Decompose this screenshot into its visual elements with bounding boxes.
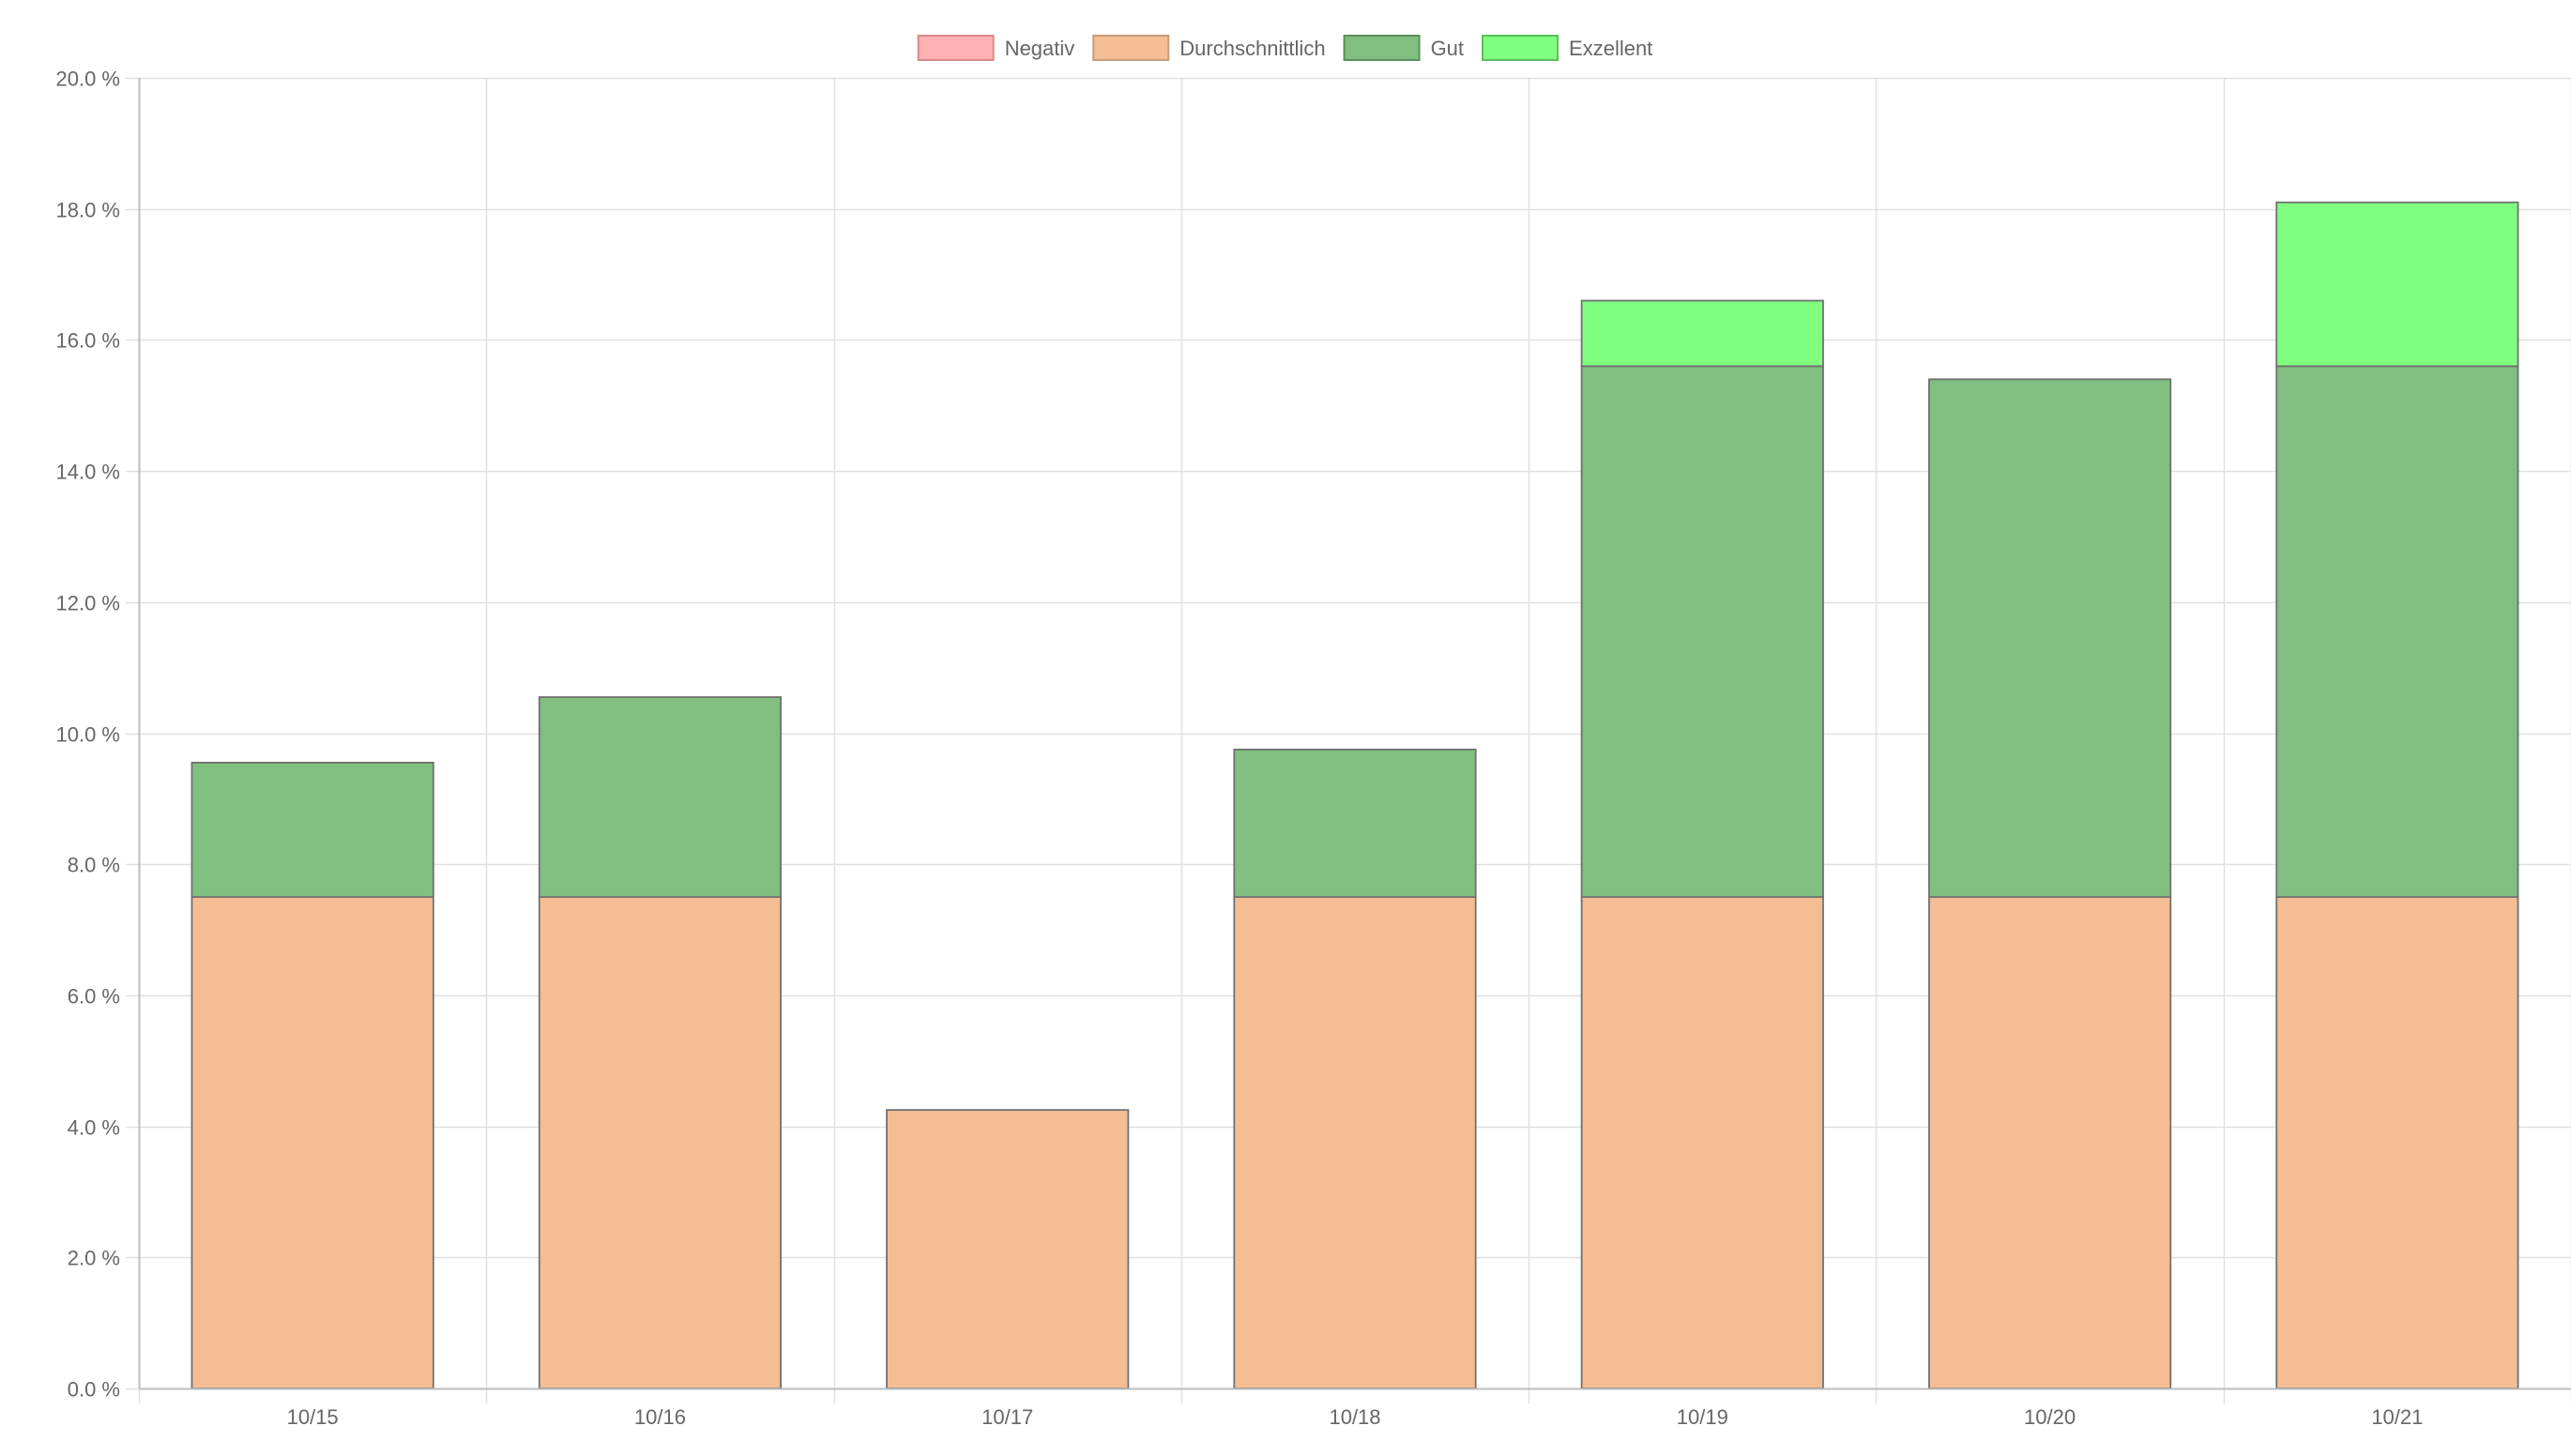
bar-segment-durchschnittlich-10-21[interactable] xyxy=(2275,896,2519,1389)
y-tick-label: 18.0 % xyxy=(56,199,121,222)
y-tick-label: 2.0 % xyxy=(68,1247,120,1270)
bar-segment-durchschnittlich-10-20[interactable] xyxy=(1927,896,2172,1389)
x-tick-label: 10/20 xyxy=(2024,1405,2076,1429)
y-tick-label: 14.0 % xyxy=(56,461,121,484)
bar-segment-durchschnittlich-10-17[interactable] xyxy=(886,1109,1130,1389)
legend-item-gut[interactable]: Gut xyxy=(1343,35,1464,61)
bar-segment-durchschnittlich-10-19[interactable] xyxy=(1580,896,1824,1389)
legend-label: Negativ xyxy=(1005,37,1075,60)
legend[interactable]: Negativ Durchschnittlich Gut Exzellent xyxy=(917,35,1653,61)
legend-label: Durchschnittlich xyxy=(1179,37,1325,60)
legend-swatch xyxy=(917,35,995,61)
legend-label: Gut xyxy=(1431,37,1464,60)
legend-label: Exzellent xyxy=(1569,37,1652,60)
bar-segment-gut-10-16[interactable] xyxy=(538,696,783,899)
bar-segment-gut-10-21[interactable] xyxy=(2275,365,2519,899)
bar-segment-exzellent-10-21[interactable] xyxy=(2275,201,2519,368)
y-tick-label: 20.0 % xyxy=(56,68,121,91)
legend-swatch xyxy=(1343,35,1421,61)
legend-item-exzellent[interactable]: Exzellent xyxy=(1482,35,1652,61)
bar-segment-exzellent-10-19[interactable] xyxy=(1580,299,1824,368)
x-tick-label: 10/19 xyxy=(1677,1405,1728,1429)
bar-segment-gut-10-19[interactable] xyxy=(1580,365,1824,899)
bar-segment-gut-10-18[interactable] xyxy=(1233,749,1477,899)
x-tick-label: 10/17 xyxy=(981,1405,1033,1429)
legend-item-durchschnittlich[interactable]: Durchschnittlich xyxy=(1092,35,1326,61)
y-tick-label: 16.0 % xyxy=(56,329,121,353)
x-tick-label: 10/18 xyxy=(1329,1405,1380,1429)
y-tick-label: 6.0 % xyxy=(68,985,120,1009)
axes-layer: 0.0 % 2.0 % 4.0 % 6.0 % 8.0 % 10.0 % 12.0 % 14.… xyxy=(56,68,2571,1429)
bars-layer xyxy=(190,201,2519,1389)
bar-segment-durchschnittlich-10-18[interactable] xyxy=(1233,896,1477,1389)
y-tick-label: 4.0 % xyxy=(68,1116,120,1140)
legend-item-negativ[interactable]: Negativ xyxy=(917,35,1075,61)
legend-swatch xyxy=(1482,35,1559,61)
bar-segment-durchschnittlich-10-15[interactable] xyxy=(190,896,434,1389)
x-tick-label: 10/21 xyxy=(2371,1405,2423,1429)
bar-segment-gut-10-15[interactable] xyxy=(190,762,434,899)
x-tick-label: 10/16 xyxy=(634,1405,686,1429)
legend-swatch xyxy=(1092,35,1170,61)
y-tick-label: 0.0 % xyxy=(68,1378,120,1402)
x-tick-label: 10/15 xyxy=(287,1405,339,1429)
y-tick-label: 12.0 % xyxy=(56,592,121,615)
y-tick-label: 8.0 % xyxy=(68,854,120,877)
bar-segment-durchschnittlich-10-16[interactable] xyxy=(538,896,783,1389)
bar-segment-gut-10-20[interactable] xyxy=(1927,378,2172,899)
y-tick-label: 10.0 % xyxy=(56,723,121,747)
